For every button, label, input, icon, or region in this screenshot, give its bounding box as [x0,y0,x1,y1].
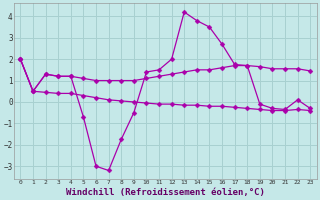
X-axis label: Windchill (Refroidissement éolien,°C): Windchill (Refroidissement éolien,°C) [66,188,265,197]
